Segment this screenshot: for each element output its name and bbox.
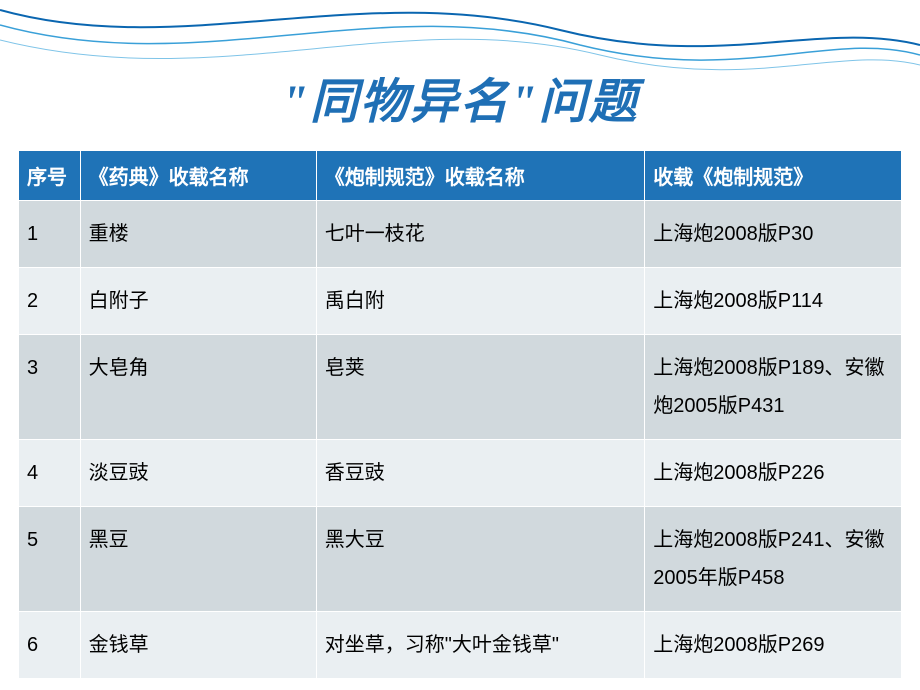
table-cell: 黑大豆 [316,507,645,612]
table-cell: 禹白附 [316,268,645,335]
table-cell: 6 [19,612,81,679]
table-header: 序号 《药典》收载名称 《炮制规范》收载名称 收载《炮制规范》 [19,151,902,201]
table-cell: 上海炮2008版P269 [645,612,902,679]
table-row: 6金钱草对坐草，习称"大叶金钱草"上海炮2008版P269 [19,612,902,679]
table-cell: 对坐草，习称"大叶金钱草" [316,612,645,679]
table-row: 4淡豆豉香豆豉上海炮2008版P226 [19,440,902,507]
synonym-table-container: 序号 《药典》收载名称 《炮制规范》收载名称 收载《炮制规范》 1重楼七叶一枝花… [18,150,902,679]
table-cell: 金钱草 [80,612,316,679]
table-body: 1重楼七叶一枝花上海炮2008版P302白附子禹白附上海炮2008版P1143大… [19,201,902,679]
table-cell: 香豆豉 [316,440,645,507]
table-cell: 上海炮2008版P241、安徽2005年版P458 [645,507,902,612]
synonym-table: 序号 《药典》收载名称 《炮制规范》收载名称 收载《炮制规范》 1重楼七叶一枝花… [18,150,902,679]
table-cell: 3 [19,335,81,440]
col-header-pzgf: 《炮制规范》收载名称 [316,151,645,201]
table-cell: 黑豆 [80,507,316,612]
table-cell: 上海炮2008版P30 [645,201,902,268]
table-cell: 4 [19,440,81,507]
table-cell: 1 [19,201,81,268]
table-cell: 上海炮2008版P189、安徽炮2005版P431 [645,335,902,440]
table-row: 5黑豆黑大豆上海炮2008版P241、安徽2005年版P458 [19,507,902,612]
col-header-index: 序号 [19,151,81,201]
table-row: 3大皂角皂荚上海炮2008版P189、安徽炮2005版P431 [19,335,902,440]
table-cell: 淡豆豉 [80,440,316,507]
slide-title: "同物异名"问题 [0,0,920,142]
table-row: 1重楼七叶一枝花上海炮2008版P30 [19,201,902,268]
table-cell: 重楼 [80,201,316,268]
table-cell: 上海炮2008版P226 [645,440,902,507]
table-cell: 2 [19,268,81,335]
table-cell: 上海炮2008版P114 [645,268,902,335]
table-cell: 5 [19,507,81,612]
table-row: 2白附子禹白附上海炮2008版P114 [19,268,902,335]
table-cell: 白附子 [80,268,316,335]
table-cell: 大皂角 [80,335,316,440]
col-header-source: 收载《炮制规范》 [645,151,902,201]
table-cell: 皂荚 [316,335,645,440]
table-cell: 七叶一枝花 [316,201,645,268]
col-header-yd: 《药典》收载名称 [80,151,316,201]
